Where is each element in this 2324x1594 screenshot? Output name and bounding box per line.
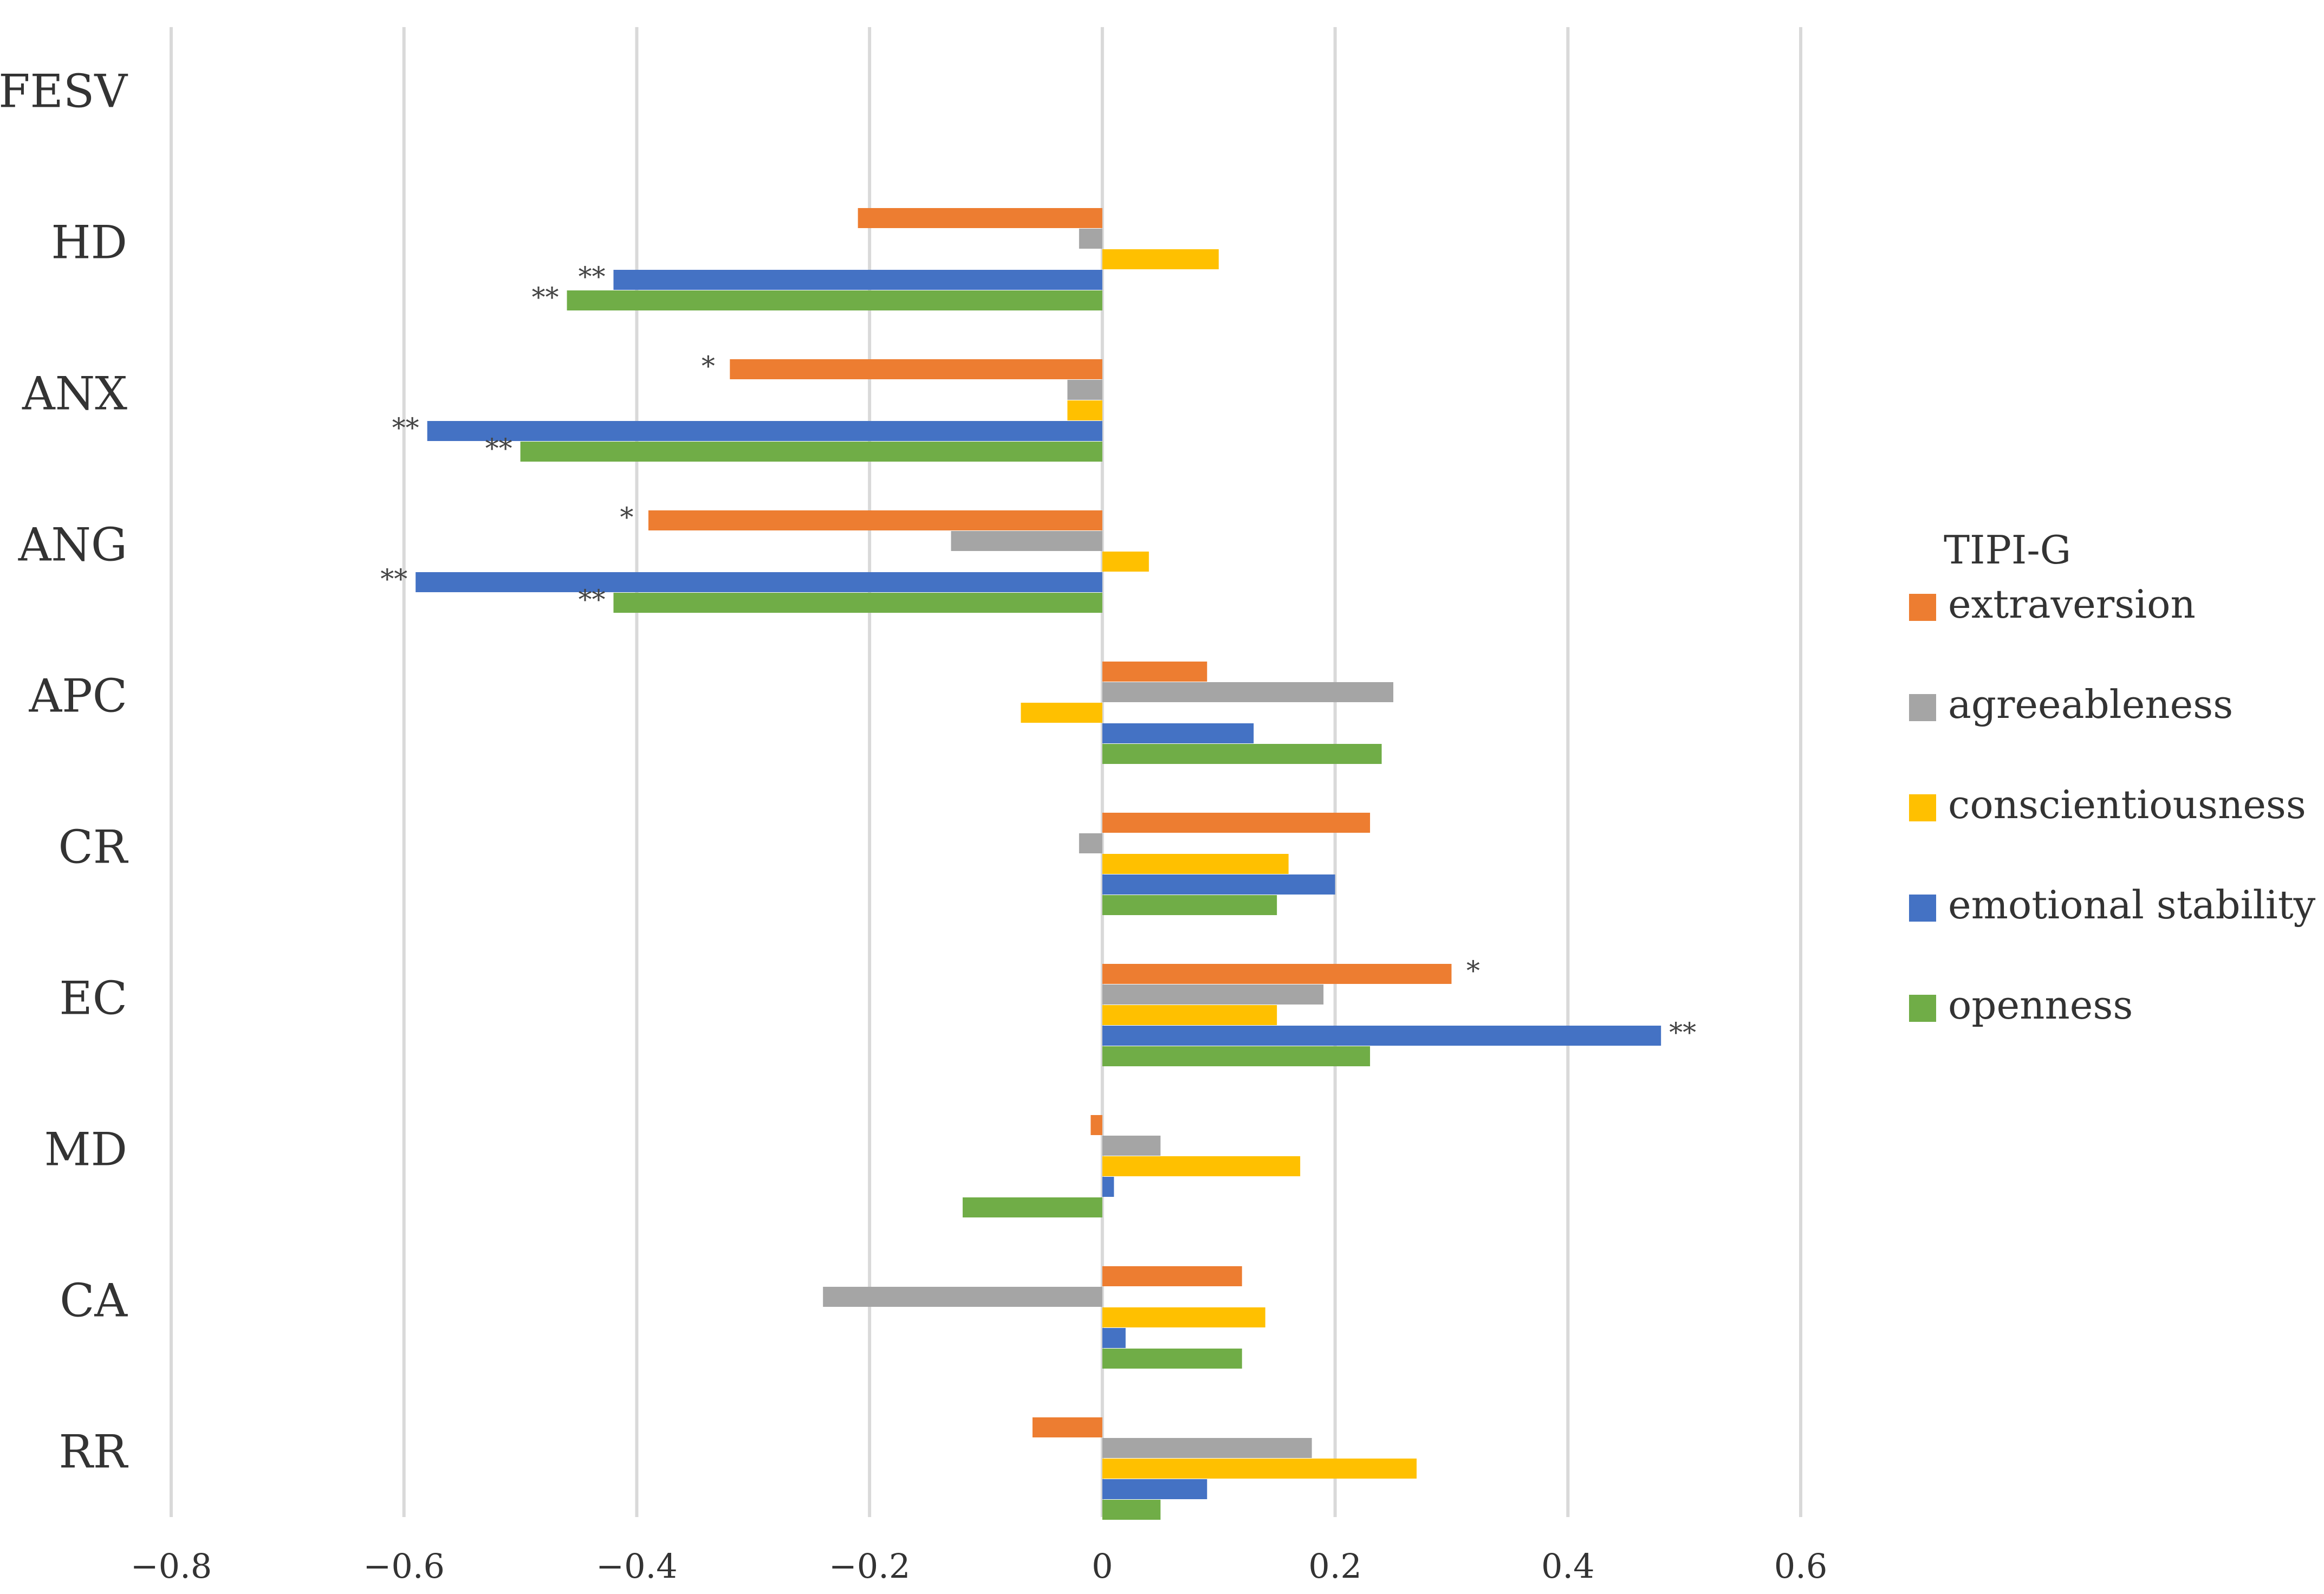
bar [1102,1266,1242,1286]
bar [1102,813,1371,833]
significance-marker: * [702,351,715,382]
bar [1102,723,1254,743]
bar [1102,1328,1126,1348]
bar [730,359,1102,379]
category-label: CR [58,821,128,874]
legend-label: agreeableness [1948,682,2233,727]
significance-marker: ** [578,584,605,615]
bar [1102,874,1335,895]
legend-swatch [1909,694,1936,721]
bar [1102,854,1289,874]
legend-label: conscientiousness [1948,782,2306,827]
x-tick-label: −0.8 [131,1546,212,1586]
legend-label: openness [1948,982,2133,1028]
category-labels: FESV HD ANX ANG APC CR EC MD CA RR [0,65,129,1479]
bar [1102,1026,1661,1046]
category-label: EC [59,972,127,1025]
bar [1102,1500,1161,1520]
significance-marker: * [620,502,633,533]
significance-marker: ** [392,412,419,444]
bar [1102,682,1393,702]
bar [1102,744,1382,764]
x-tick-label: 0 [1092,1546,1113,1586]
x-tick-label: 0.2 [1308,1546,1362,1586]
bar [1102,1005,1277,1025]
legend-swatch [1909,895,1936,922]
bar [1102,895,1277,915]
significance-marker: ** [380,563,407,595]
significance-marker: * [1466,955,1480,987]
bar [1102,1177,1114,1197]
significance-marker: ** [532,282,559,313]
significance-markers: ***************** [380,261,1696,1048]
bar [1021,703,1102,723]
bar [951,531,1102,551]
bar [1102,1438,1312,1458]
category-label: HD [51,216,127,269]
bar [1102,1136,1161,1156]
bar [1090,1115,1102,1135]
legend: TIPI-G extraversion agreeableness conscien… [1909,527,2316,1028]
bar [1102,984,1324,1005]
significance-marker: ** [485,433,512,464]
bar [613,593,1102,613]
legend-swatch [1909,995,1936,1022]
legend-label: extraversion [1948,581,2196,627]
category-label: RR [59,1425,129,1479]
legend-swatch [1909,794,1936,821]
bar [1067,380,1102,400]
bar [963,1197,1102,1217]
bar [1102,1459,1417,1479]
x-tick-label: −0.4 [596,1546,678,1586]
category-label: MD [44,1123,127,1176]
bar [858,208,1102,228]
category-label: FESV [0,65,128,118]
bar [1102,1349,1242,1369]
bar [520,442,1102,462]
bar [1079,833,1102,853]
bar [416,572,1102,592]
bar [1102,1307,1265,1327]
bar [1032,1417,1102,1437]
category-label: APC [29,670,127,723]
bar [1102,1156,1301,1176]
category-label: ANX [22,367,127,420]
bar [648,510,1102,530]
x-tick-label: 0.4 [1541,1546,1595,1586]
bar [1102,249,1219,269]
bar [1102,1479,1208,1499]
bar [1102,662,1208,682]
x-tick-label: −0.6 [363,1546,445,1586]
x-tick-label: 0.6 [1774,1546,1828,1586]
bar [823,1287,1102,1307]
bar [1102,1046,1371,1066]
bar [1067,400,1102,420]
category-label: CA [60,1274,128,1327]
x-tick-label: −0.2 [829,1546,911,1586]
bar [1079,229,1102,249]
legend-label: emotional stability [1948,882,2316,928]
significance-marker: ** [578,261,605,293]
bars [416,208,1661,1520]
significance-marker: ** [1669,1017,1696,1048]
bar [1102,964,1452,984]
bar [613,270,1102,290]
legend-swatch [1909,594,1936,621]
bar [567,290,1102,310]
legend-title: TIPI-G [1944,527,2071,573]
bar [1102,552,1149,572]
category-label: ANG [18,519,127,572]
bar [427,421,1102,441]
x-axis-tick-labels: −0.8 −0.6 −0.4 −0.2 0 0.2 0.4 0.6 [131,1546,1828,1586]
